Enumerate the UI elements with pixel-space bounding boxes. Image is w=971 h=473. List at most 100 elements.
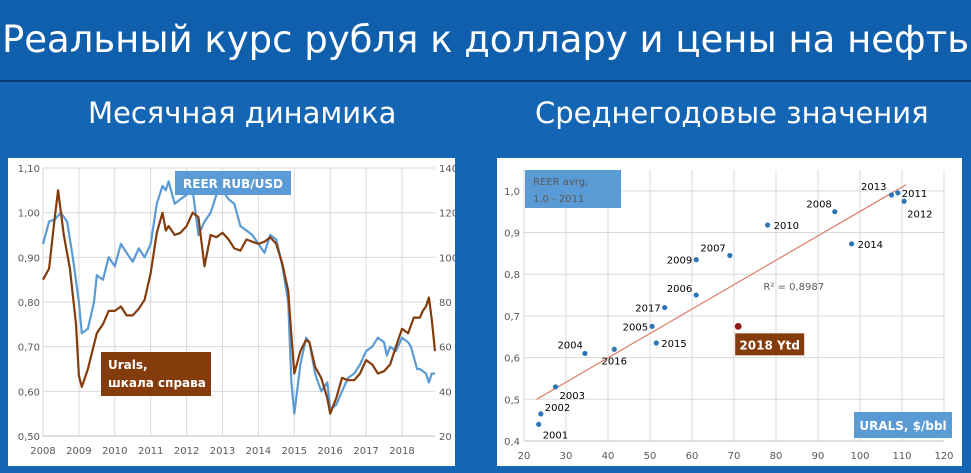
scatter-point	[849, 241, 855, 247]
y-tick-label: 1,0	[504, 187, 520, 198]
urals-legend-label-1: Urals,	[108, 358, 148, 372]
y-tick-label: 0,7	[504, 312, 520, 323]
x-axis-label-box: URALS, $/bbl	[854, 412, 952, 438]
scatter-point	[662, 304, 668, 311]
point-label: 2010	[774, 221, 799, 232]
point-label: 2016	[602, 356, 627, 367]
urals-legend-label-2: шкала справа	[108, 376, 206, 390]
point-label: 2015	[661, 339, 686, 350]
y-right-tick-label: 120	[439, 209, 455, 220]
point-label: 2017	[635, 304, 660, 315]
point-label: 2014	[858, 240, 883, 251]
point-label: 2006	[667, 284, 692, 295]
y-left-tick-label: 0,50	[18, 432, 40, 443]
point-label: 2005	[623, 322, 648, 333]
point-label: 2001	[543, 430, 568, 441]
scatter-point	[649, 323, 655, 329]
scatter-point	[901, 198, 907, 204]
point-label: 2002	[545, 403, 570, 414]
y-right-tick-label: 40	[439, 387, 452, 398]
point-label: 2007	[700, 243, 725, 254]
y-left-tick-label: 1,10	[18, 164, 40, 175]
x-tick-label: 60	[686, 451, 699, 462]
x-tick-label: 80	[770, 451, 783, 462]
r-squared-label: R² = 0,8987	[763, 282, 824, 293]
point-label: 2012	[907, 209, 932, 220]
highlight-label-bg	[735, 333, 805, 356]
highlight-label: 2018 Ytd	[739, 338, 800, 352]
x-tick-label: 70	[728, 451, 741, 462]
y-left-tick-label: 0,80	[18, 298, 40, 309]
y-right-tick-label: 20	[439, 432, 452, 443]
scatter-point	[727, 252, 733, 259]
urals-series-line	[42, 189, 437, 415]
point-label: 2003	[560, 391, 585, 402]
y-axis-label-bg	[525, 170, 621, 208]
point-label: 2011	[902, 189, 927, 200]
x-tick-label: 2017	[353, 446, 378, 457]
scatter-point	[582, 350, 588, 357]
highlight-point-label-box: 2018 Ytd	[735, 333, 805, 356]
x-tick-label: 2013	[210, 446, 235, 457]
x-tick-label: 2008	[30, 446, 55, 457]
point-label: 2009	[667, 256, 692, 267]
scatter-point	[693, 292, 699, 298]
reer-legend-bg	[175, 171, 291, 195]
y-axis-label-2: 1.0 - 2011	[533, 194, 584, 205]
scatter-point	[611, 346, 617, 352]
point-label: 2013	[861, 182, 886, 193]
y-left-tick-label: 0,90	[18, 253, 40, 264]
right-chart-subtitle: Среднегодовые значения	[535, 96, 929, 130]
reer-legend-label: REER RUB/USD	[183, 177, 283, 191]
x-tick-label: 2012	[174, 446, 199, 457]
y-tick-label: 0,6	[504, 354, 520, 365]
scatter-point	[765, 222, 771, 228]
scatter-point	[888, 192, 895, 198]
point-label: 2004	[557, 340, 582, 351]
x-tick-label: 50	[644, 451, 657, 462]
reer-legend-box: REER RUB/USD	[175, 171, 291, 195]
x-axis-label: URALS, $/bbl	[859, 419, 946, 433]
x-tick-label: 2015	[282, 446, 307, 457]
y-tick-label: 0,9	[504, 229, 520, 240]
trend-line	[536, 184, 907, 400]
x-tick-label: 110	[892, 451, 911, 462]
monthly-chart-panel: 1,10 1,00 0,90 0,80 0,70 0,60 0,50 140 120 100 80 6…	[8, 158, 455, 466]
annual-chart-panel: 1,0 0,9 0,8 0,7 0,6 0,5 0,4 20 30 40 50 60 70 80 90 100…	[497, 158, 962, 466]
x-tick-label: 100	[850, 451, 869, 462]
scatter-point	[693, 257, 699, 263]
point-label: 2008	[806, 200, 831, 211]
scatter-point	[832, 209, 838, 215]
y-right-tick-label: 100	[439, 253, 455, 264]
x-tick-label: 2011	[138, 446, 163, 457]
scatter-point	[538, 411, 544, 417]
x-tick-label: 2010	[102, 446, 127, 457]
x-tick-label: 20	[518, 451, 531, 462]
highlight-point-2018	[734, 322, 742, 330]
x-tick-label: 2014	[246, 446, 271, 457]
y-left-tick-label: 0,70	[18, 343, 40, 354]
scatter-point	[653, 340, 659, 346]
y-right-tick-label: 80	[439, 298, 452, 309]
y-axis-label-box: REER avrg, 1.0 - 2011	[525, 170, 621, 208]
x-tick-label: 2016	[317, 446, 342, 457]
x-tick-label: 90	[812, 451, 825, 462]
y-tick-label: 0,4	[504, 437, 520, 448]
page-title: Реальный курс рубля к доллару и цены на …	[0, 0, 971, 82]
scatter-point	[536, 421, 542, 427]
x-tick-label: 40	[602, 451, 615, 462]
y-right-tick-label: 60	[439, 343, 452, 354]
urals-legend-box: Urals, шкала справа	[101, 352, 211, 396]
reer-series-line	[41, 180, 435, 415]
y-left-tick-label: 0,60	[18, 387, 40, 398]
y-axis-label-1: REER avrg,	[533, 177, 588, 188]
scatter-point	[552, 384, 559, 390]
monthly-line-chart: 1,10 1,00 0,90 0,80 0,70 0,60 0,50 140 120 100 80 6…	[18, 164, 455, 457]
annual-scatter-chart: 1,0 0,9 0,8 0,7 0,6 0,5 0,4 20 30 40 50 60 70 80 90 100…	[504, 170, 954, 462]
y-tick-label: 0,8	[504, 270, 520, 281]
urals-legend-bg	[101, 352, 211, 396]
left-chart-subtitle: Месячная динамика	[88, 96, 397, 130]
x-tick-label: 2009	[66, 446, 91, 457]
x-tick-label: 120	[934, 451, 953, 462]
x-tick-label: 30	[560, 451, 573, 462]
